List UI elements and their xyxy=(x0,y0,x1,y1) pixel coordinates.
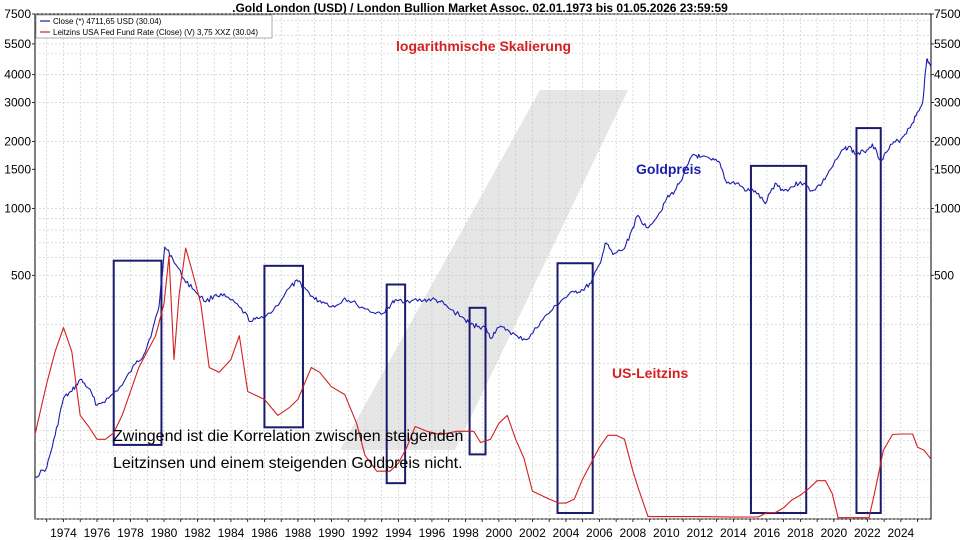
highlight-boxes xyxy=(112,127,882,515)
note-line-1: Zwingend ist die Korrelation zwischen st… xyxy=(113,428,463,445)
watermark-logo xyxy=(340,90,628,450)
x-tick-label: 2024 xyxy=(888,526,915,540)
gold-series-label: Goldpreis xyxy=(636,161,702,177)
legend-box xyxy=(35,14,273,39)
axes: 1974 1976 1978 1980 1982 1984 1986 1988 1990 1992… xyxy=(4,7,960,540)
x-tick-label: 1976 xyxy=(84,526,111,540)
x-tick-label: 2010 xyxy=(653,526,680,540)
x-tick-label: 2008 xyxy=(620,526,647,540)
x-tick-label: 2004 xyxy=(553,526,580,540)
gold-price-line xyxy=(34,58,932,478)
highlight-box xyxy=(468,306,487,456)
series-lines xyxy=(34,58,932,519)
x-tick-label: 2000 xyxy=(486,526,513,540)
x-tick-label: 1984 xyxy=(218,526,245,540)
y-tick-label-right: 1500 xyxy=(934,162,960,176)
legend-entry-rate: Leitzins USA Fed Fund Rate (Close) (V) 3… xyxy=(53,28,258,37)
y-tick-label-right: 7500 xyxy=(934,7,960,21)
fed-rate-line xyxy=(34,247,932,519)
y-tick-label-left: 4000 xyxy=(4,68,31,82)
highlight-box xyxy=(855,127,882,514)
y-tick-label-right: 4000 xyxy=(934,68,960,82)
x-tick-label: 2020 xyxy=(821,526,848,540)
x-tick-label: 1978 xyxy=(117,526,144,540)
y-tick-label-right: 3000 xyxy=(934,95,960,109)
rate-series-label: US-Leitzins xyxy=(612,365,688,381)
x-tick-label: 1986 xyxy=(251,526,278,540)
x-tick-label: 2012 xyxy=(687,526,714,540)
highlight-box xyxy=(385,283,407,485)
y-tick-label-left: 3000 xyxy=(4,95,31,109)
x-tick-label: 1990 xyxy=(318,526,345,540)
legend-entry-gold: Close (*) 4711,65 USD (30.04) xyxy=(53,17,162,26)
x-tick-label: 1998 xyxy=(452,526,479,540)
y-tick-label-right: 5500 xyxy=(934,37,960,51)
highlight-box xyxy=(749,164,808,515)
y-tick-label-left: 5500 xyxy=(4,37,31,51)
log-scale-label: logarithmische Skalierung xyxy=(396,38,571,54)
x-tick-label: 1994 xyxy=(385,526,412,540)
x-tick-label: 1988 xyxy=(285,526,312,540)
x-tick-label: 2014 xyxy=(720,526,747,540)
x-tick-label: 2022 xyxy=(854,526,881,540)
x-tick-label: 1992 xyxy=(352,526,379,540)
y-tick-label-left: 1500 xyxy=(4,162,31,176)
x-tick-label: 1982 xyxy=(184,526,211,540)
y-tick-label-left: 7500 xyxy=(4,7,31,21)
x-tick-label: 1974 xyxy=(50,526,77,540)
y-tick-label-left: 1000 xyxy=(4,201,31,215)
y-tick-label-right: 1000 xyxy=(934,201,960,215)
x-tick-label: 2016 xyxy=(754,526,781,540)
highlight-box xyxy=(112,259,163,446)
legend: Close (*) 4711,65 USD (30.04) Leitzins U… xyxy=(35,14,273,39)
y-tick-label-right: 2000 xyxy=(934,135,960,149)
y-tick-label-left: 2000 xyxy=(4,135,31,149)
y-tick-label-left: 500 xyxy=(11,268,31,282)
chart-title: .Gold London (USD) / London Bullion Mark… xyxy=(232,1,728,15)
x-tick-label: 2006 xyxy=(586,526,613,540)
x-tick-label: 1996 xyxy=(419,526,446,540)
x-tick-label: 2002 xyxy=(519,526,546,540)
x-tick-label: 1980 xyxy=(151,526,178,540)
y-tick-label-right: 500 xyxy=(934,268,954,282)
highlight-box xyxy=(556,262,594,514)
highlight-box xyxy=(263,264,304,429)
x-tick-label: 2018 xyxy=(787,526,814,540)
note-line-2: Leitzinsen und einem steigenden Goldprei… xyxy=(113,455,463,472)
